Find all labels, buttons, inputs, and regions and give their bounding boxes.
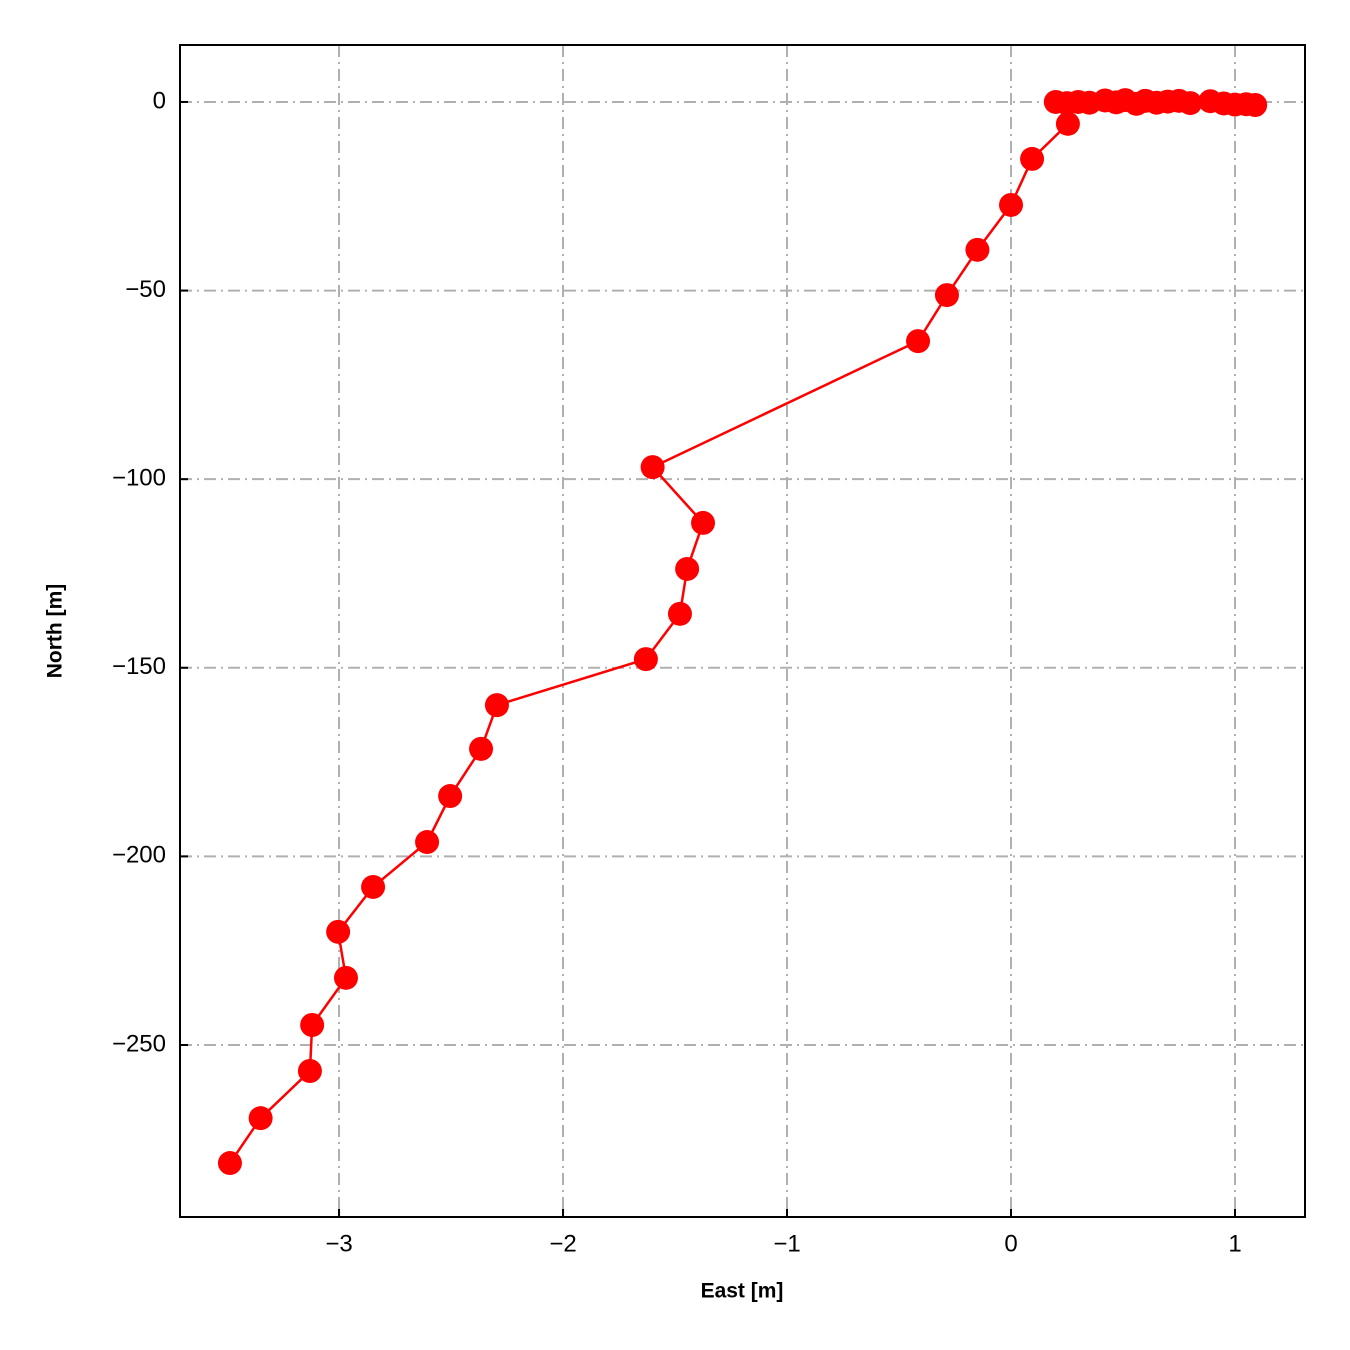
data-point bbox=[438, 784, 463, 809]
x-axis-label: East [m] bbox=[701, 1280, 784, 1303]
y-tick-label: −150 bbox=[112, 653, 166, 680]
data-point bbox=[469, 736, 494, 761]
data-point bbox=[675, 556, 700, 581]
data-point bbox=[361, 874, 386, 899]
x-tick-label: −2 bbox=[549, 1230, 576, 1257]
x-tick-label: 0 bbox=[1004, 1230, 1017, 1257]
y-tick-label: −250 bbox=[112, 1030, 166, 1057]
data-point bbox=[934, 283, 959, 308]
x-tick-label: −1 bbox=[773, 1230, 800, 1257]
data-point bbox=[248, 1106, 273, 1131]
data-point bbox=[640, 455, 665, 480]
y-tick-label: −50 bbox=[125, 276, 166, 303]
data-point bbox=[667, 601, 692, 626]
x-tick-label: 1 bbox=[1228, 1230, 1241, 1257]
data-point bbox=[906, 329, 931, 354]
data-point bbox=[633, 647, 658, 672]
y-tick-label: 0 bbox=[153, 87, 166, 114]
data-point bbox=[217, 1151, 242, 1176]
data-point bbox=[965, 237, 990, 262]
plot-frame bbox=[179, 44, 1306, 1218]
data-point bbox=[484, 693, 509, 718]
data-point bbox=[1020, 146, 1045, 171]
data-point bbox=[1055, 111, 1080, 136]
data-point bbox=[333, 965, 358, 990]
data-line bbox=[228, 98, 1256, 1164]
x-tick-label: −3 bbox=[325, 1230, 352, 1257]
data-point bbox=[326, 919, 351, 944]
data-point bbox=[1198, 89, 1223, 114]
y-tick-label: −200 bbox=[112, 842, 166, 869]
data-point bbox=[1043, 89, 1068, 114]
y-axis-label: North [m] bbox=[44, 584, 67, 678]
data-point bbox=[297, 1059, 322, 1084]
data-point bbox=[691, 510, 716, 535]
data-point bbox=[999, 192, 1024, 217]
data-point bbox=[415, 830, 440, 855]
y-tick-label: −100 bbox=[112, 465, 166, 492]
data-point bbox=[300, 1012, 325, 1037]
